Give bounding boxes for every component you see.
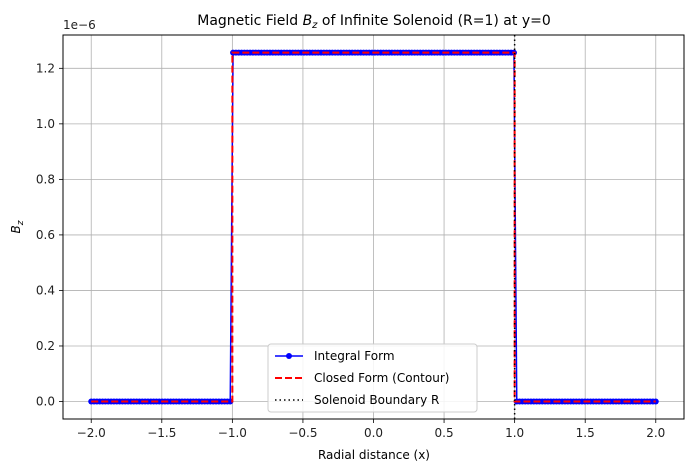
x-tick-label: −1.0 (218, 426, 247, 440)
legend-label-boundary: Solenoid Boundary R (314, 393, 439, 407)
x-tick-label: 1.0 (505, 426, 524, 440)
y-tick-label: 0.2 (36, 339, 55, 353)
legend-marker-integral (286, 353, 292, 359)
x-axis-label: Radial distance (x) (318, 448, 430, 462)
y-axis-label: Bz (9, 220, 26, 233)
x-tick-label: −0.5 (288, 426, 317, 440)
plot-area (88, 35, 659, 419)
ticks: −2.0 −1.5 −1.0 −0.5 0.0 0.5 1.0 1.5 2.0 0.0 0.2 0.4… (36, 61, 665, 440)
y-tick-label: 1.0 (36, 117, 55, 131)
y-offset-label: 1e−6 (63, 18, 96, 32)
legend: Integral Form Closed Form (Contour) Sole… (267, 343, 478, 413)
y-tick-label: 0.4 (36, 283, 55, 297)
legend-frame (267, 343, 478, 413)
x-tick-label: 0.5 (435, 426, 454, 440)
y-tick-label: 0.8 (36, 172, 55, 186)
chart-title: Magnetic Field Bz of Infinite Solenoid (… (197, 13, 551, 31)
x-tick-label: −1.5 (147, 426, 176, 440)
legend-label-closed: Closed Form (Contour) (314, 371, 449, 385)
series-closed-form-line (91, 51, 656, 403)
x-tick-label: −2.0 (77, 426, 106, 440)
y-tick-label: 0.0 (36, 395, 55, 409)
x-tick-label: 0.0 (364, 426, 383, 440)
legend-label-integral: Integral Form (314, 349, 395, 363)
y-tick-label: 1.2 (36, 61, 55, 75)
x-tick-label: 1.5 (576, 426, 595, 440)
y-tick-label: 0.6 (36, 228, 55, 242)
x-tick-label: 2.0 (646, 426, 665, 440)
